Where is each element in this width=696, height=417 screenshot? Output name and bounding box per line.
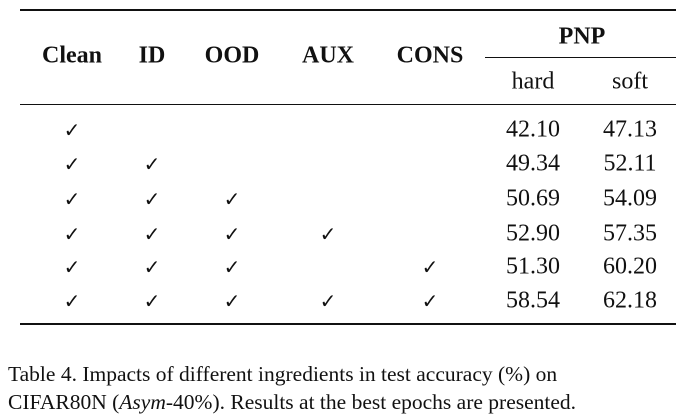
check-mark: ✓ <box>63 187 81 211</box>
score: 62.18 <box>603 287 657 314</box>
check-mark: ✓ <box>143 222 161 246</box>
top-rule <box>20 9 676 11</box>
caption-italic: Asym <box>119 390 166 414</box>
subcolumn-header: hard <box>511 68 555 95</box>
score: 57.35 <box>603 220 657 247</box>
check-mark: ✓ <box>143 187 161 211</box>
check-mark: ✓ <box>319 289 337 313</box>
check-mark: ✓ <box>223 222 241 246</box>
score: 60.20 <box>603 253 657 280</box>
caption-line: Table 4. Impacts of different ingredient… <box>8 362 558 386</box>
score: 58.54 <box>506 287 560 314</box>
check-mark: ✓ <box>63 152 81 176</box>
check-mark: ✓ <box>223 187 241 211</box>
score: 49.34 <box>506 150 560 177</box>
score: 52.90 <box>506 220 560 247</box>
bottom-rule <box>20 323 676 325</box>
check-mark: ✓ <box>223 255 241 279</box>
caption-text: CIFAR80N ( <box>8 390 120 414</box>
check-mark: ✓ <box>63 118 81 142</box>
check-mark: ✓ <box>143 152 161 176</box>
check-mark: ✓ <box>223 289 241 313</box>
check-mark: ✓ <box>421 255 439 279</box>
subcolumn-header: soft <box>612 68 648 95</box>
column-header: ID <box>138 42 166 69</box>
group-header: PNP <box>558 23 606 50</box>
score: 52.11 <box>603 150 657 177</box>
check-mark: ✓ <box>421 289 439 313</box>
check-mark: ✓ <box>319 222 337 246</box>
check-mark: ✓ <box>143 289 161 313</box>
check-mark: ✓ <box>63 289 81 313</box>
column-header: AUX <box>302 42 354 69</box>
score: 54.09 <box>603 185 657 212</box>
mid-rule <box>20 104 676 105</box>
column-header: CONS <box>396 42 464 69</box>
score: 42.10 <box>506 116 560 143</box>
score: 50.69 <box>506 185 560 212</box>
check-mark: ✓ <box>143 255 161 279</box>
column-header: Clean <box>42 42 102 69</box>
group-rule <box>485 57 676 58</box>
score: 47.13 <box>603 116 657 143</box>
caption-line: CIFAR80N (Asym-40%). Results at the best… <box>8 390 576 415</box>
check-mark: ✓ <box>63 222 81 246</box>
check-mark: ✓ <box>63 255 81 279</box>
caption-text: -40%). Results at the best epochs are pr… <box>165 390 577 414</box>
column-header: OOD <box>204 42 260 69</box>
score: 51.30 <box>506 253 560 280</box>
